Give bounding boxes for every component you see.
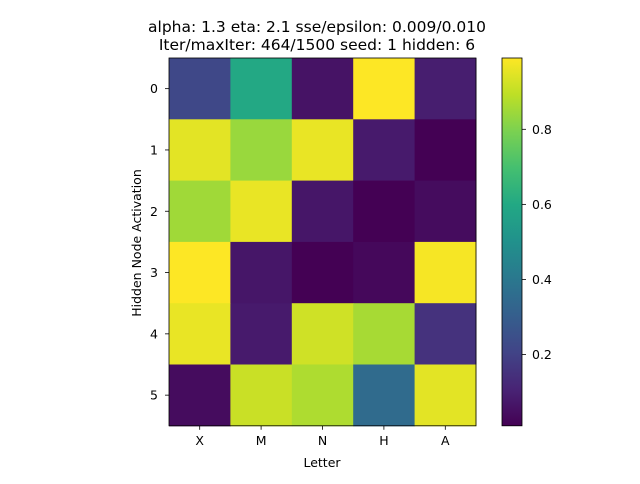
heatmap-cell: [291, 241, 354, 304]
heatmap-cell: [230, 364, 293, 427]
x-tick-label: A: [441, 433, 450, 448]
y-tick-label: 4: [150, 326, 158, 341]
y-tick-label: 5: [150, 388, 158, 403]
heatmap-cell: [169, 58, 231, 120]
x-tick-label: M: [256, 433, 267, 448]
x-tick-label: N: [318, 433, 327, 448]
heatmap-cell: [230, 119, 293, 182]
colorbar-tick-label: 0.2: [532, 347, 552, 362]
colorbar-gradient: [502, 58, 522, 426]
heatmap-cell: [353, 364, 416, 427]
heatmap-cell: [353, 58, 416, 120]
heatmap-cell: [169, 241, 231, 304]
heatmap-cell: [291, 364, 354, 427]
x-axis-label: Letter: [303, 455, 341, 470]
chart-title-line-1: alpha: 1.3 eta: 2.1 sse/epsilon: 0.009/0…: [148, 18, 486, 36]
colorbar-tick-label: 0.4: [532, 272, 552, 287]
y-tick-label: 1: [150, 142, 158, 157]
x-tick-label: X: [195, 433, 204, 448]
heatmap-cell: [230, 58, 293, 120]
colorbar-tick-label: 0.8: [532, 122, 552, 137]
heatmap-cell: [353, 180, 416, 243]
heatmap-cell: [414, 364, 477, 427]
heatmap-cell: [169, 119, 231, 182]
heatmap-cell: [169, 180, 231, 243]
chart-title-line-2: Iter/maxIter: 464/1500 seed: 1 hidden: 6: [159, 36, 475, 54]
heatmap-cell: [230, 303, 293, 365]
heatmap-cell: [414, 303, 477, 365]
heatmap-cell: [353, 119, 416, 182]
heatmap-cell: [169, 364, 231, 427]
colorbar-frame: [501, 57, 523, 427]
heatmap-cell: [230, 241, 293, 304]
heatmap-cell: [353, 303, 416, 365]
heatmap-cell: [291, 58, 354, 120]
heatmap-cells: [169, 58, 477, 427]
heatmap-cell: [291, 119, 354, 182]
heatmap-axes: X M N H A 0 1 2 3 4 5: [150, 57, 477, 448]
y-axis-label: Hidden Node Activation: [129, 169, 144, 317]
heatmap-cell: [291, 180, 354, 243]
heatmap-cell: [230, 180, 293, 243]
y-tick-label: 3: [150, 265, 158, 280]
heatmap-cell: [414, 241, 477, 304]
heatmap-cell: [169, 303, 231, 365]
heatmap-cell: [414, 119, 477, 182]
heatmap-cell: [291, 303, 354, 365]
heatmap-cell: [414, 58, 477, 120]
x-tick-label: H: [379, 433, 388, 448]
colorbar: 0.2 0.4 0.6 0.8: [501, 57, 552, 427]
colorbar-tick-label: 0.6: [532, 197, 552, 212]
y-tick-label: 0: [150, 81, 158, 96]
heatmap-cell: [414, 180, 477, 243]
y-tick-label: 2: [150, 204, 158, 219]
heatmap-cell: [353, 241, 416, 304]
